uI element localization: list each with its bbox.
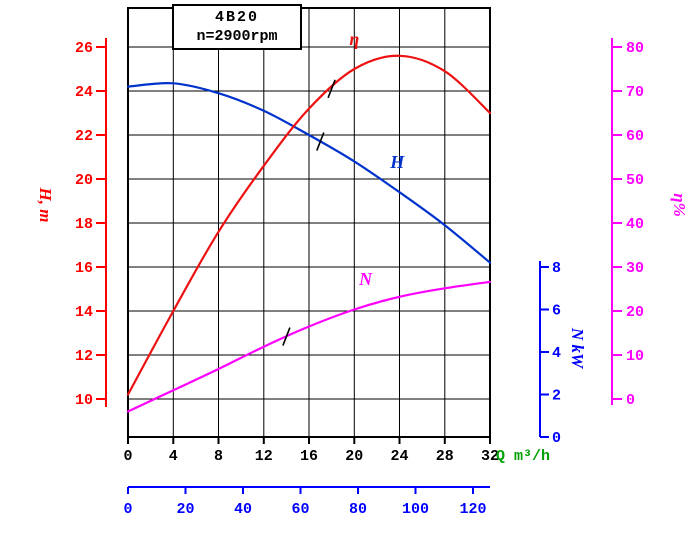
duty-mark-power [282, 327, 291, 346]
efficiency-tick-label: 50 [626, 172, 644, 189]
efficiency-tick-label: 20 [626, 304, 644, 321]
flow-secondary-tick-label: 0 [123, 501, 132, 518]
flow-tick-label: 32 [481, 448, 499, 465]
flow-tick-label: 28 [436, 448, 454, 465]
duty-mark-head [316, 132, 325, 151]
pump-speed: n=2900rpm [196, 28, 278, 45]
head-curve-label: H [389, 152, 405, 172]
efficiency-tick-label: 80 [626, 40, 644, 57]
power-axis-ticks [540, 266, 549, 438]
pump-model: 4B20 [214, 9, 259, 26]
efficiency-tick-label: 60 [626, 128, 644, 145]
power-tick-label: 6 [552, 303, 561, 320]
efficiency-curve-label: η [349, 29, 359, 49]
power-curve [126, 280, 492, 413]
efficiency-tick-label: 0 [626, 392, 635, 409]
title-box: 4B20 n=2900rpm [172, 4, 302, 50]
efficiency-tick-label: 40 [626, 216, 644, 233]
head-tick-label: 26 [75, 40, 93, 57]
flow-tick-label: 8 [214, 448, 223, 465]
flow-tick-label: 20 [345, 448, 363, 465]
flow-tick-label: 16 [300, 448, 318, 465]
efficiency-curve [126, 54, 492, 396]
flow-tick-label: 4 [169, 448, 178, 465]
flow-axis-ticks [127, 437, 491, 444]
efficiency-tick-label: 10 [626, 348, 644, 365]
flow-secondary-tick-label: 80 [349, 501, 367, 518]
flow-secondary-tick-label: 40 [234, 501, 252, 518]
power-tick-label: 0 [552, 430, 561, 447]
grid-lines [127, 8, 491, 437]
efficiency-axis-label: η% [670, 193, 689, 217]
head-tick-label: 10 [75, 392, 93, 409]
efficiency-axis-ticks [612, 46, 622, 400]
flow-axis-secondary-ticks [127, 487, 474, 494]
head-tick-label: 12 [75, 348, 93, 365]
duty-mark-efficiency [327, 79, 336, 99]
head-axis-ticks [96, 46, 106, 400]
power-tick-label: 8 [552, 260, 561, 277]
flow-axis-unit-label: Q m³/h [496, 448, 550, 465]
head-tick-label: 20 [75, 172, 93, 189]
flow-secondary-tick-label: 20 [176, 501, 194, 518]
head-tick-label: 14 [75, 304, 93, 321]
head-axis-label: H, m [36, 187, 55, 223]
head-curve [126, 82, 492, 264]
flow-secondary-tick-label: 120 [459, 501, 486, 518]
head-tick-label: 18 [75, 216, 93, 233]
power-tick-label: 2 [552, 388, 561, 405]
power-axis-label: N kW [568, 327, 587, 370]
power-curve-label: N [358, 269, 373, 289]
head-tick-label: 24 [75, 84, 93, 101]
flow-tick-label: 0 [123, 448, 132, 465]
flow-tick-label: 24 [390, 448, 408, 465]
efficiency-tick-label: 70 [626, 84, 644, 101]
power-tick-label: 4 [552, 345, 561, 362]
head-tick-label: 16 [75, 260, 93, 277]
flow-tick-label: 12 [255, 448, 273, 465]
efficiency-tick-label: 30 [626, 260, 644, 277]
head-tick-label: 22 [75, 128, 93, 145]
flow-secondary-tick-label: 100 [402, 501, 429, 518]
flow-secondary-tick-label: 60 [291, 501, 309, 518]
